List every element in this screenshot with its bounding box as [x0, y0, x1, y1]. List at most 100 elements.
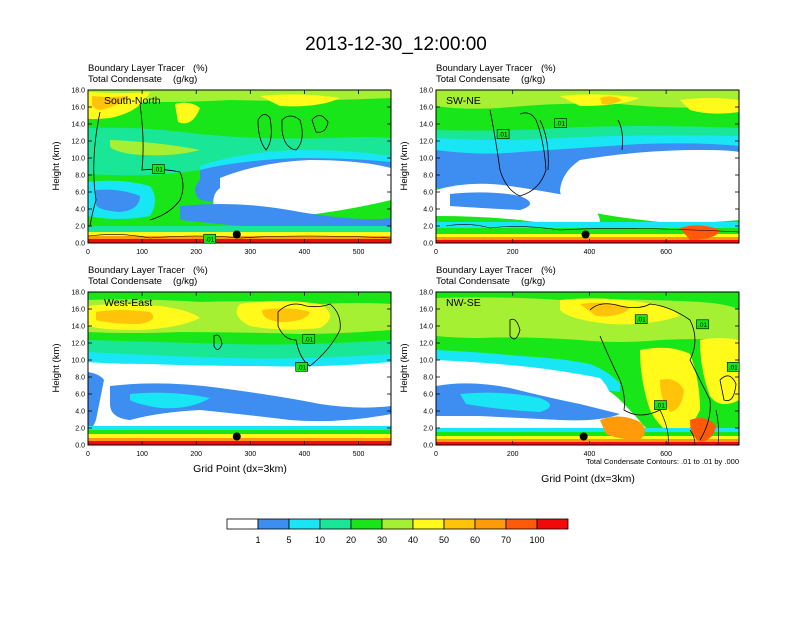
y-tick-label: 2.0	[423, 224, 433, 231]
y-tick-label: 8.0	[75, 375, 85, 382]
y-tick-label: 4.0	[75, 409, 85, 416]
heatmap-field	[88, 292, 391, 445]
x-tick-label: 200	[190, 249, 202, 256]
contour-label-box	[152, 164, 165, 174]
legend-swatch	[412, 518, 445, 530]
x-tick-label: 400	[299, 451, 311, 458]
y-tick-label: 16.0	[419, 105, 433, 112]
panel-label: SW-NE	[446, 95, 481, 107]
panel-nw-se: Boundary Layer Tracer (%) Total Condensa…	[399, 265, 740, 485]
panel-title-condensate: Total Condensate	[88, 74, 162, 85]
contour-labels: .01 .01	[295, 333, 316, 372]
x-tick-label: 400	[299, 249, 311, 256]
y-tick-label: 16.0	[419, 307, 433, 314]
contour-label: .01	[556, 121, 565, 128]
legend-label: 50	[439, 535, 449, 545]
x-tick-label: 400	[584, 451, 596, 458]
panel-title-condensate: Total Condensate	[436, 74, 510, 85]
x-tick-label: 0	[434, 249, 438, 256]
y-tick-label: 6.0	[423, 190, 433, 197]
y-tick-label: 6.0	[75, 392, 85, 399]
panel-title-tracer-unit: (%)	[541, 265, 556, 276]
legend-swatch	[350, 518, 383, 530]
contour-label-box	[654, 400, 667, 410]
panel-title-tracer-unit: (%)	[541, 63, 556, 74]
panel-title-tracer-unit: (%)	[193, 63, 208, 74]
location-marker	[579, 432, 588, 441]
y-tick-label: 4.0	[423, 409, 433, 416]
y-tick-label: 16.0	[71, 105, 85, 112]
legend-label: 5	[286, 535, 291, 545]
y-tick-label: 8.0	[423, 375, 433, 382]
legend-label: 10	[315, 535, 325, 545]
x-tick-label: 300	[244, 249, 256, 256]
legend-label: 60	[470, 535, 480, 545]
y-tick-label: 18.0	[71, 88, 85, 95]
y-tick-label: 16.0	[71, 307, 85, 314]
panel-title-condensate-unit: (g/kg)	[173, 276, 197, 287]
y-tick-label: 10.0	[419, 156, 433, 163]
x-tick-label: 400	[584, 249, 596, 256]
contour-label-box	[203, 233, 217, 244]
contour-label: .01	[154, 167, 163, 174]
panel-south-north: Boundary Layer Tracer (%) Total Condensa…	[51, 63, 392, 256]
y-tick-label: 8.0	[423, 173, 433, 180]
y-tick-label: 2.0	[75, 224, 85, 231]
page-title: 2013-12-30_12:00:00	[305, 34, 487, 55]
y-tick-label: 12.0	[419, 139, 433, 146]
y-tick-label: 8.0	[75, 173, 85, 180]
contour-label: .01	[297, 364, 306, 371]
legend-label: 70	[501, 535, 511, 545]
legend-label: 1	[255, 535, 260, 545]
location-marker	[581, 230, 590, 239]
x-tick-label: 200	[190, 451, 202, 458]
legend-swatch	[536, 518, 569, 530]
y-axis-label: Height (km)	[51, 343, 62, 392]
axes: 0.0 2.0 4.0 6.0 8.0 10.0 12.0 14.0 16.0 18.0 0 200 4…	[419, 88, 739, 256]
x-tick-label: 500	[353, 249, 365, 256]
y-tick-label: 0.0	[75, 241, 85, 248]
y-tick-label: 14.0	[71, 122, 85, 129]
y-tick-label: 18.0	[419, 88, 433, 95]
contour-labels: .01 .01 .01 .01	[634, 314, 740, 410]
y-tick-label: 6.0	[75, 190, 85, 197]
x-tick-label: 200	[507, 249, 519, 256]
contour-label: .01	[304, 336, 313, 343]
heatmap-field	[436, 292, 739, 445]
panel-sw-ne: Boundary Layer Tracer (%) Total Condensa…	[399, 63, 740, 256]
contour-label: .01	[205, 236, 214, 243]
y-tick-label: 6.0	[423, 392, 433, 399]
legend-swatch	[381, 518, 414, 530]
panel-title-tracer: Boundary Layer Tracer	[436, 265, 533, 276]
x-tick-label: 100	[136, 451, 148, 458]
location-marker	[232, 230, 241, 239]
y-tick-label: 12.0	[71, 341, 85, 348]
y-tick-label: 0.0	[75, 443, 85, 450]
contour-label-box	[726, 361, 740, 372]
color-legend: 1 5 10 20 30 40 50 60 70 100	[226, 518, 569, 545]
legend-label: 100	[529, 535, 544, 545]
panel-title-condensate-unit: (g/kg)	[521, 74, 545, 85]
contour-label: .01	[698, 322, 707, 329]
legend-label: 40	[408, 535, 418, 545]
panel-label: West-East	[104, 297, 152, 309]
x-tick-label: 600	[660, 249, 672, 256]
legend-label: 30	[377, 535, 387, 545]
contour-label-box	[696, 319, 709, 330]
y-tick-label: 2.0	[75, 426, 85, 433]
x-tick-label: 0	[86, 249, 90, 256]
panel-title-condensate-unit: (g/kg)	[173, 74, 197, 85]
y-tick-label: 18.0	[71, 290, 85, 297]
y-tick-label: 10.0	[71, 358, 85, 365]
y-tick-label: 18.0	[419, 290, 433, 297]
location-marker	[232, 432, 241, 441]
contour-label-box	[496, 129, 510, 139]
legend-swatch	[474, 518, 507, 530]
x-tick-label: 300	[244, 451, 256, 458]
axes: 0.0 2.0 4.0 6.0 8.0 10.0 12.0 14.0 16.0 18.0 0 100 2…	[71, 290, 391, 458]
legend-swatch	[226, 518, 259, 530]
y-tick-label: 2.0	[423, 426, 433, 433]
y-tick-label: 0.0	[423, 241, 433, 248]
x-axis-label: Grid Point (dx=3km)	[193, 463, 287, 475]
